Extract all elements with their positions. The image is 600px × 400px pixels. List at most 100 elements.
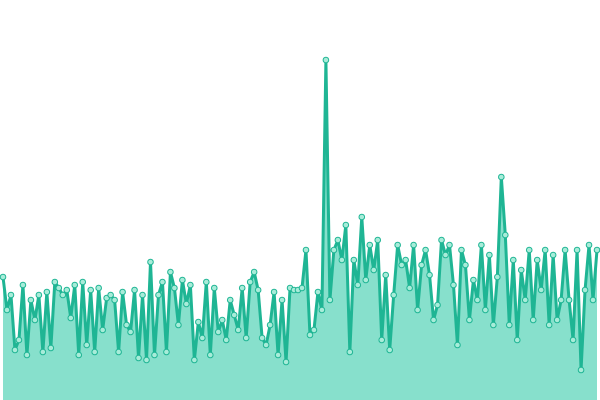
point [581,286,589,294]
point [513,336,521,344]
point [75,351,83,359]
point [358,213,366,221]
point [502,231,509,239]
point [422,246,429,254]
point [155,291,162,299]
point [35,291,43,299]
point [191,356,198,364]
point [274,351,282,359]
point [91,348,98,356]
point [11,346,19,354]
point [210,284,218,292]
point [214,328,222,336]
point [342,221,350,229]
point [509,256,517,264]
point [39,348,47,356]
point [446,241,453,249]
point [135,354,142,362]
point [83,341,91,349]
point [246,278,254,286]
point [537,286,545,294]
point [95,284,102,292]
point [589,296,597,304]
point [350,256,358,264]
point [529,316,537,324]
point [147,258,154,266]
point [183,300,190,308]
point [418,261,425,269]
point [398,261,405,269]
point [326,296,334,304]
point [127,328,134,336]
point [99,326,106,334]
point [59,291,67,299]
point [346,348,354,356]
point [306,331,314,339]
point [163,348,170,356]
point [27,296,35,304]
point [195,318,202,326]
point [31,316,39,324]
point [402,256,409,264]
point [175,321,182,329]
point [450,281,457,289]
point [430,316,437,324]
point [354,281,362,289]
point [462,261,469,269]
point [238,284,246,292]
point [533,256,541,264]
point [302,246,310,254]
point [517,266,525,274]
point [179,276,186,284]
point [470,276,477,284]
point [131,286,138,294]
point [370,266,378,274]
point [55,284,63,292]
point [541,246,549,254]
point [242,334,250,342]
point [378,336,386,344]
point [87,286,95,294]
point [314,288,322,296]
point [270,288,278,296]
point [366,241,374,249]
point [490,321,497,329]
point [218,316,226,324]
point [43,288,51,296]
point [494,273,501,281]
point [410,241,417,249]
point [278,296,286,304]
point [51,278,59,286]
point [426,271,433,279]
point [139,291,146,299]
point [19,281,27,289]
point [362,276,370,284]
point [203,278,210,286]
point [310,326,318,334]
point [565,296,573,304]
point [549,251,557,259]
point [262,341,270,349]
point [226,296,234,304]
point [569,336,577,344]
point [561,246,569,254]
point [63,286,71,294]
point [521,296,529,304]
point [258,334,266,342]
point [585,241,593,249]
point [454,341,461,349]
point [434,301,441,309]
point [151,351,158,359]
point [474,296,481,304]
point [199,334,206,342]
point [593,246,600,254]
point [394,241,401,249]
point [207,351,214,359]
point [386,346,393,354]
point [505,321,513,329]
point [334,236,342,244]
point [23,351,31,359]
point [318,306,326,314]
